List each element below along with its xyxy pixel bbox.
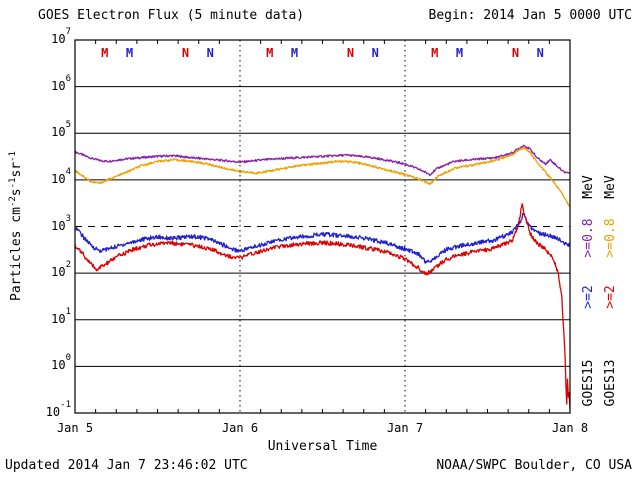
satellite-local-time-marker-m: M	[266, 46, 273, 60]
satellite-local-time-marker-n: N	[372, 46, 379, 60]
satellite-local-time-marker-n: N	[347, 46, 354, 60]
legend-goes13-entry-2: >=2	[603, 285, 618, 308]
satellite-local-time-marker-m: M	[126, 46, 133, 60]
series-goes15-ge2	[75, 212, 570, 264]
satellite-local-time-marker-m: M	[291, 46, 298, 60]
series-goes13-ge0p8	[75, 147, 570, 208]
legend-goes15-entry-2: >=2	[581, 285, 596, 308]
legend-goes13-entry-0: MeV	[603, 175, 618, 199]
satellite-local-time-marker-n: N	[207, 46, 214, 60]
series-goes13-ge2	[75, 203, 570, 410]
satellite-local-time-marker-m: M	[101, 46, 108, 60]
satellite-local-time-marker-m: M	[456, 46, 463, 60]
legend-goes15-entry-1: >=0.8	[581, 218, 596, 257]
x-axis-title: Universal Time	[267, 439, 378, 454]
satellite-local-time-marker-n: N	[537, 46, 544, 60]
satellite-local-time-marker-n: N	[182, 46, 189, 60]
updated-timestamp: Updated 2014 Jan 7 23:46:02 UTC	[5, 458, 248, 473]
chart-title: GOES Electron Flux (5 minute data)	[38, 8, 305, 23]
satellite-local-time-marker-n: N	[512, 46, 519, 60]
y-axis-title: Particles cm-2s-1sr-1	[8, 151, 24, 301]
legend-goes13-entry-1: >=0.8	[603, 218, 618, 257]
plot-border	[74, 39, 571, 414]
legend-goes15-entry-3: GOES15	[581, 360, 596, 407]
legend-goes15-entry-0: MeV	[581, 175, 596, 199]
series-goes15-ge0p8	[75, 144, 570, 177]
begin-timestamp: Begin: 2014 Jan 5 0000 UTC	[428, 8, 633, 23]
legend-goes13-entry-3: GOES13	[603, 360, 618, 407]
credit-label: NOAA/SWPC Boulder, CO USA	[436, 458, 632, 473]
satellite-local-time-marker-m: M	[431, 46, 438, 60]
